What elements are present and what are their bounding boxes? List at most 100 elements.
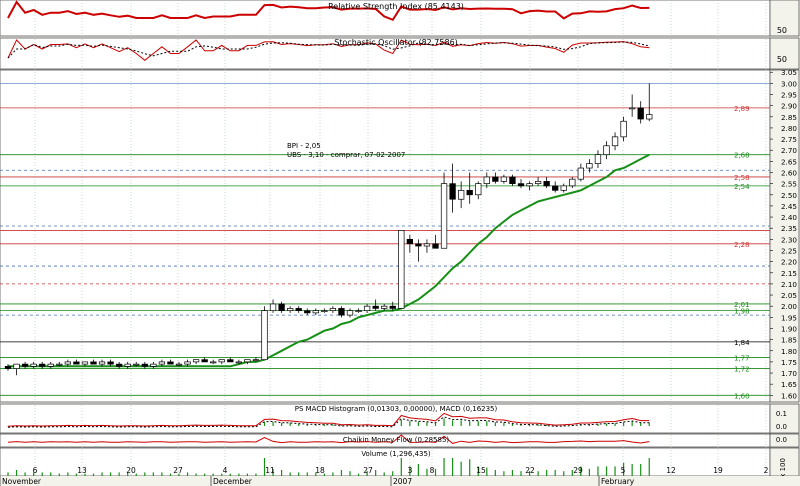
price-tick-label: 2.40 [781, 213, 797, 222]
candle-body [192, 359, 200, 363]
candle [372, 299, 379, 311]
macd-bar [426, 422, 428, 426]
price-tick-label: 2.35 [781, 224, 797, 233]
candle [440, 172, 448, 249]
stochastic-ytick-label: 50 [777, 55, 787, 64]
price-tick-label: 2.70 [781, 146, 797, 155]
candle [4, 364, 12, 371]
price-tick-label: 2.45 [781, 202, 797, 211]
macd-bar [554, 425, 556, 426]
candle [500, 174, 508, 184]
price-tick-label: 2.60 [781, 168, 797, 177]
macd-bar [263, 422, 266, 426]
volume-bar [554, 470, 556, 476]
candle [201, 357, 208, 363]
rsi-panel-bg [0, 0, 771, 37]
volume-bar [546, 470, 548, 476]
candle-body [175, 363, 183, 366]
candle [517, 179, 525, 189]
macd-bar [605, 423, 608, 426]
cmf-title: Chaikin Money Flow (0,28585) [343, 436, 450, 444]
price-panel: 2,89 2,68 2,582,54 2,28 2,011,98 1,84 1,77 1,72… [0, 68, 797, 400]
cmf-axis-bg [769, 433, 800, 448]
volume-bar [614, 466, 616, 476]
candle [175, 361, 183, 367]
volume-bar [246, 473, 248, 476]
volume-bar [340, 470, 343, 476]
candle [449, 163, 456, 213]
volume-bar [528, 471, 531, 476]
candle [124, 361, 131, 369]
volume-bar [24, 472, 26, 476]
volume-bar [229, 473, 231, 476]
volume-bar [41, 472, 43, 476]
x-month-label: December [213, 477, 253, 486]
candle [218, 359, 225, 365]
candle [346, 308, 354, 318]
x-month-label: November [2, 477, 42, 486]
price-tick-label: 2.20 [781, 258, 797, 267]
macd-bar [323, 424, 325, 426]
candle-body [141, 363, 148, 367]
price-tick-label: 2.10 [781, 280, 797, 289]
stochastic-title: Stochastic Oscillator (82,7586) [334, 38, 458, 47]
candle-body [594, 154, 602, 164]
candle [415, 239, 422, 262]
candle-body [150, 363, 157, 367]
volume-bar [375, 470, 377, 476]
volume-bar [127, 472, 129, 476]
x-tick-label: 11 [265, 466, 275, 475]
x-tick-label: 8 [430, 466, 435, 475]
candle-body [526, 183, 533, 187]
candle [227, 357, 234, 363]
x-tick-label: 6 [33, 466, 38, 475]
volume-bar [58, 473, 60, 476]
x-tick-label: 15 [476, 466, 486, 475]
price-tick-label: 2.15 [781, 269, 797, 278]
volume-bar [281, 470, 283, 476]
volume-title: Volume (1,296,435) [361, 450, 431, 458]
candle-body [47, 363, 54, 367]
rsi-title: Relative Strength Index (85,4143) [328, 2, 464, 11]
volume-bar [50, 472, 52, 476]
candle-body [312, 310, 319, 314]
candle [637, 101, 644, 124]
candle-body [440, 183, 448, 249]
candle-body [552, 185, 559, 191]
macd-bar [349, 425, 351, 426]
volume-bar [7, 472, 9, 476]
candle-body [81, 361, 89, 365]
candle-body [577, 167, 584, 180]
macd-bar [340, 425, 343, 426]
candle [338, 306, 345, 318]
candle [611, 132, 619, 151]
volume-bar [400, 458, 402, 476]
volume-bar [84, 473, 86, 476]
support-resistance-lines: 2,89 2,68 2,582,54 2,28 2,011,98 1,84 1,77 1,72… [0, 82, 770, 400]
volume-bar [315, 472, 317, 476]
candle-body [124, 363, 131, 367]
candle-body [13, 363, 20, 369]
level-label: 1,98 [734, 308, 750, 316]
candle-body [569, 178, 576, 187]
candle [235, 359, 243, 365]
candle [115, 361, 123, 369]
price-tick-label: 2.30 [781, 235, 797, 244]
candle-body [252, 359, 260, 362]
level-label: 2,58 [734, 174, 750, 182]
price-tick-label: 3.05 [781, 68, 797, 77]
volume-bar [571, 470, 573, 476]
x-tick-label: 4 [223, 466, 228, 475]
macd-bar [289, 422, 291, 426]
candle [381, 303, 388, 311]
volume-bar [33, 472, 35, 476]
volume-bar [588, 468, 590, 476]
candle [167, 359, 174, 365]
macd-ytick-zero: 0.0 [776, 423, 787, 431]
price-tick-label: 1.80 [781, 347, 797, 356]
candle [261, 306, 268, 361]
price-tick-label: 2.55 [781, 180, 797, 189]
candle-body [500, 176, 508, 182]
volume-bar [563, 471, 565, 476]
candle [13, 363, 20, 376]
